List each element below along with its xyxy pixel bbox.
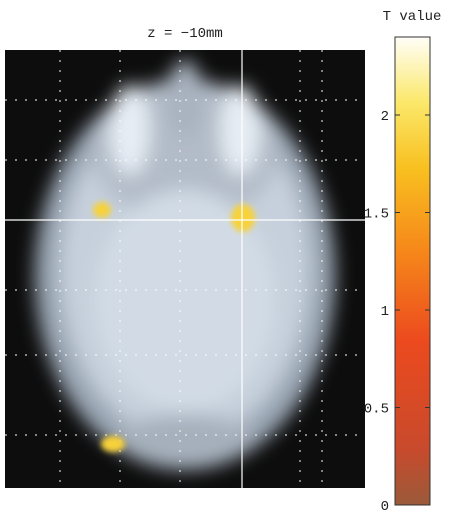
- tick-label: 1: [381, 304, 389, 320]
- tick-label: 2: [381, 109, 389, 125]
- colorbar: [394, 36, 431, 506]
- brain-image: [5, 50, 365, 488]
- tick-label: 0: [381, 499, 389, 515]
- slice-title: z = −10mm: [147, 26, 223, 42]
- tick-label: 0.5: [364, 402, 389, 418]
- tick-label: 1.5: [364, 207, 389, 223]
- colorbar-label: T value: [383, 9, 442, 25]
